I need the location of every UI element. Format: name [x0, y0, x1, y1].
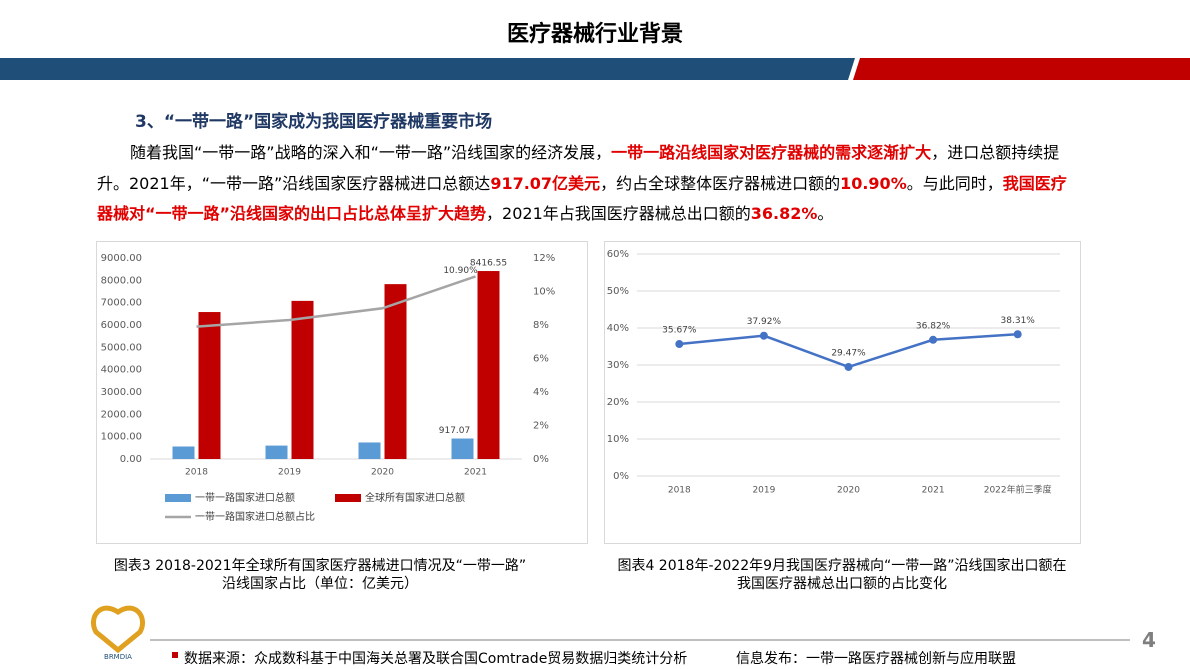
text-run: 。: [817, 204, 834, 223]
y-tick-label: 10%: [607, 434, 629, 445]
legend-label: 全球所有国家进口总额: [365, 491, 465, 504]
data-label: 8416.55: [470, 259, 507, 269]
y-tick-label: 4000.00: [101, 365, 142, 376]
header-band: [838, 58, 855, 80]
y-tick-label: 6000.00: [101, 320, 142, 331]
caption: 图表4 2018年-2022年9月我国医疗器械向“一带一路”沿线国家出口额在: [617, 558, 1067, 574]
text-run: 随着我国“一带一路”战略的深入和“一带一路”沿线国家的经济发展，: [130, 143, 612, 162]
point: [1013, 330, 1022, 339]
y2-tick-label: 10%: [533, 287, 555, 298]
bar: [198, 312, 221, 459]
data-label: 917.07: [439, 426, 471, 436]
point: [675, 340, 684, 349]
y-tick-label: 30%: [607, 360, 629, 371]
caption: 沿线国家占比（单位：亿美元）: [222, 576, 418, 592]
emphasis: 一带一路沿线国家对医疗器械的需求逐渐扩大: [611, 143, 932, 162]
caption: 图表3 2018-2021年全球所有国家医疗器械进口情况及“一带一路”: [113, 558, 527, 574]
legend-key: [335, 494, 361, 502]
y-tick-label: 0.00: [120, 454, 142, 465]
y2-tick-label: 4%: [533, 387, 549, 398]
bar: [451, 438, 474, 459]
bar: [265, 445, 288, 459]
data-label: 29.47%: [831, 348, 866, 358]
data-label: 36.82%: [916, 321, 951, 331]
chart-frame: [96, 241, 588, 544]
bar: [291, 300, 314, 459]
emphasis: 我国医疗器械对“一带一路”沿线国家的出口占比总体呈扩大趋势: [97, 173, 1067, 224]
page-title: 医疗器械行业背景: [506, 22, 683, 47]
logo-mark: [91, 605, 145, 654]
page-number: 4: [1142, 628, 1156, 652]
y2-tick-label: 8%: [533, 320, 549, 331]
point: [929, 335, 938, 344]
legend-label: 一带一路国家进口总额: [195, 491, 295, 504]
x-tick-label: 2020: [837, 486, 860, 496]
legend-key: [165, 494, 191, 502]
logo-text: BRMDIA: [104, 653, 132, 661]
bar: [358, 442, 381, 459]
data-label: 37.92%: [747, 317, 782, 327]
chart-frame: [604, 241, 1081, 544]
x-tick-label: 2018: [668, 486, 691, 496]
y2-tick-label: 12%: [533, 253, 555, 264]
data-label: 38.31%: [1001, 316, 1036, 326]
y-tick-label: 2000.00: [101, 409, 142, 420]
source: 数据来源：众成数科基于中国海关总署及联合国Comtrade贸易数据归类统计分析: [184, 651, 688, 667]
bar: [172, 446, 195, 459]
bar: [384, 284, 407, 459]
line: [196, 275, 476, 328]
bullet: [172, 652, 178, 658]
publisher: 信息发布：一带一路医疗器械创新与应用联盟: [736, 651, 1016, 667]
paragraph: 随着我国“一带一路”战略的深入和“一带一路”沿线国家的经济发展，一带一路沿线国家…: [97, 138, 1082, 230]
header-stripe: [853, 58, 1190, 80]
bar: [477, 271, 500, 459]
section-heading: 3、“一带一路”国家成为我国医疗器械重要市场: [135, 112, 493, 132]
point: [844, 362, 853, 371]
x-tick-label: 2019: [752, 486, 775, 496]
emphasis: 10.90%: [840, 173, 907, 193]
data-label: 35.67%: [662, 326, 697, 336]
emphasis: 917.07亿美元: [490, 173, 601, 193]
x-tick-label: 2018: [185, 468, 208, 478]
y-tick-label: 40%: [607, 323, 629, 334]
y-tick-label: 9000.00: [101, 253, 142, 264]
y-tick-label: 50%: [607, 286, 629, 297]
y2-tick-label: 0%: [533, 454, 549, 465]
emphasis: 36.82%: [750, 204, 818, 223]
text-run: 。与此同时，: [906, 173, 1003, 193]
header-band: [0, 58, 845, 80]
text-run: ，进口总额持续提升。2021年，“一带一路”沿线国家医疗器械进口总额达: [97, 143, 1060, 193]
point: [759, 331, 768, 340]
x-tick-label: 2020: [371, 468, 394, 478]
y2-tick-label: 2%: [533, 421, 549, 432]
caption: 我国医疗器械总出口额的占比变化: [737, 576, 947, 592]
y-tick-label: 7000.00: [101, 298, 142, 309]
y2-tick-label: 6%: [533, 354, 549, 365]
text-run: ，2021年占我国医疗器械总出口额的: [486, 204, 751, 223]
text-run: ，约占全球整体医疗器械进口额的: [600, 173, 841, 193]
y-tick-label: 1000.00: [101, 432, 142, 443]
x-tick-label: 2022年前三季度: [984, 484, 1052, 496]
y-tick-label: 3000.00: [101, 387, 142, 398]
y-tick-label: 8000.00: [101, 275, 142, 286]
data-label: 10.90%: [443, 266, 478, 276]
legend-label: 一带一路国家进口总额占比: [195, 510, 315, 523]
y-tick-label: 0%: [613, 471, 629, 482]
x-tick-label: 2021: [464, 468, 487, 478]
y-tick-label: 5000.00: [101, 342, 142, 353]
x-tick-label: 2019: [278, 468, 301, 478]
y-tick-label: 20%: [607, 397, 629, 408]
y-tick-label: 60%: [607, 249, 629, 260]
x-tick-label: 2021: [922, 486, 945, 496]
